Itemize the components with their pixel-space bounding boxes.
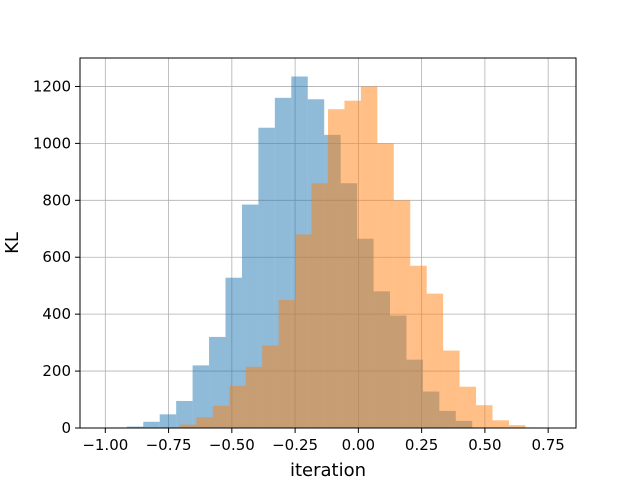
histogram-bar <box>196 417 213 428</box>
histogram-bar <box>311 183 328 428</box>
histogram-bar <box>229 385 246 428</box>
histogram-bar <box>176 400 193 428</box>
histogram-bar <box>459 386 477 428</box>
x-tick-label: 0.75 <box>531 436 564 454</box>
histogram-bar <box>159 414 177 428</box>
y-tick-label: 1200 <box>33 77 71 95</box>
y-tick-label: 1000 <box>33 134 71 152</box>
histogram-bar <box>245 366 263 428</box>
y-axis-label: KL <box>2 232 23 254</box>
histogram-bar <box>426 293 444 428</box>
x-tick-label: −0.25 <box>272 436 318 454</box>
histogram-bar <box>179 424 197 428</box>
histogram-bar <box>443 350 460 428</box>
histogram-bar <box>377 143 394 428</box>
histogram-bars <box>110 76 542 429</box>
x-tick-label: −1.00 <box>82 436 128 454</box>
y-tick-label: 800 <box>42 191 71 209</box>
histogram-bar <box>410 265 427 428</box>
histogram-bar <box>262 345 279 428</box>
x-tick-label: 0.00 <box>342 436 375 454</box>
x-axis-label: iteration <box>290 460 366 480</box>
x-axis-ticks: −1.00 −0.75 −0.50 −0.25 0.00 0.25 0.50 0.75 <box>82 428 565 454</box>
histogram-bar <box>508 425 526 428</box>
histogram-bar <box>209 336 226 428</box>
histogram-bar <box>143 421 160 428</box>
histogram-bar <box>192 365 210 428</box>
histogram-bar <box>492 420 509 428</box>
histogram-bar <box>278 299 296 428</box>
histogram-bar <box>295 234 312 428</box>
plot-frame <box>79 57 577 429</box>
y-tick-label: 0 <box>61 419 71 437</box>
x-tick-label: −0.50 <box>209 436 255 454</box>
y-tick-label: 600 <box>42 248 71 266</box>
x-tick-label: 0.25 <box>405 436 438 454</box>
histogram-bar <box>212 405 230 428</box>
histogram-bar <box>393 200 411 428</box>
histogram-bar <box>344 100 361 428</box>
histogram-bar <box>476 405 493 428</box>
x-tick-label: 0.50 <box>468 436 501 454</box>
histogram-bar <box>328 109 345 428</box>
y-axis-ticks: 0 200 400 600 800 1000 1200 <box>33 77 80 437</box>
y-tick-label: 400 <box>42 305 71 323</box>
x-tick-label: −0.75 <box>146 436 192 454</box>
histogram-bar <box>126 426 144 428</box>
y-tick-label: 200 <box>42 362 71 380</box>
histogram-bar <box>360 86 378 428</box>
series-2-bars <box>163 86 542 428</box>
